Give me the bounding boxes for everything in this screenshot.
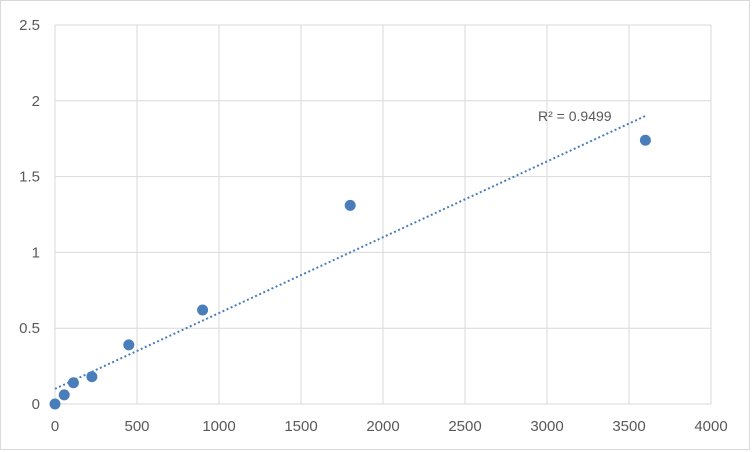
x-tick-label: 1000 [202,418,235,435]
y-tick-label: 0.5 [19,320,40,337]
data-point [49,398,61,410]
data-point [58,389,70,401]
y-tick-label: 1.5 [19,169,40,186]
x-tick-label: 1500 [284,418,317,435]
r-squared-label: R² = 0.9499 [538,108,612,124]
y-tick-label: 0 [32,396,40,413]
data-point [86,371,98,383]
x-tick-label: 2000 [366,418,399,435]
x-tick-label: 3000 [530,418,563,435]
x-tick-label: 0 [51,418,59,435]
trendline [54,115,646,390]
point-layer [49,134,651,410]
y-tick-label: 2 [32,93,40,110]
y-tick-label: 2.5 [19,17,40,34]
y-tick-label: 1 [32,244,40,261]
data-point [639,134,651,146]
x-tick-label: 2500 [448,418,481,435]
data-point [123,339,135,351]
data-point [344,199,356,211]
grid-layer [54,24,712,405]
x-tick-label: 4000 [694,418,727,435]
data-point [67,377,79,389]
trendline-layer [54,115,646,390]
x-tick-label: 3500 [612,418,645,435]
data-point [197,304,209,316]
tick-label-layer: 0 500 1000 1500 2000 2500 3000 3500 4000 0 0.5 1 1.5… [19,17,728,435]
x-tick-label: 500 [124,418,149,435]
